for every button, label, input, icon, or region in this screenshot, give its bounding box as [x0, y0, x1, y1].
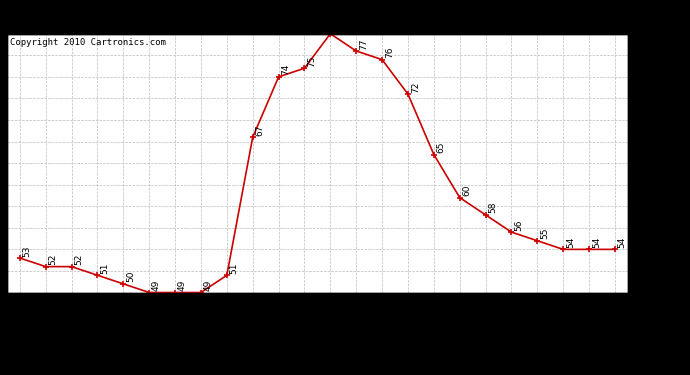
- Text: 50: 50: [126, 271, 135, 282]
- Text: 72: 72: [411, 81, 420, 93]
- Text: 52: 52: [48, 254, 57, 265]
- Text: 65: 65: [437, 142, 446, 153]
- Text: 55: 55: [540, 228, 549, 239]
- Text: 51: 51: [100, 262, 109, 274]
- Text: 77: 77: [359, 38, 368, 50]
- Text: Copyright 2010 Cartronics.com: Copyright 2010 Cartronics.com: [10, 38, 166, 46]
- Text: 49: 49: [204, 280, 213, 291]
- Text: 67: 67: [255, 124, 264, 136]
- Text: 75: 75: [307, 56, 316, 67]
- Text: 53: 53: [23, 245, 32, 256]
- Text: 60: 60: [462, 185, 471, 196]
- Text: 58: 58: [489, 202, 497, 213]
- Text: 79: 79: [333, 21, 342, 32]
- Text: 51: 51: [230, 262, 239, 274]
- Text: 56: 56: [514, 219, 523, 231]
- Text: 54: 54: [566, 237, 575, 248]
- Text: 54: 54: [592, 237, 601, 248]
- Text: 49: 49: [152, 280, 161, 291]
- Text: 52: 52: [75, 254, 83, 265]
- Text: 74: 74: [282, 64, 290, 75]
- Text: 49: 49: [178, 280, 187, 291]
- Text: 76: 76: [385, 47, 394, 58]
- Title: THSW Index per Hour (°F)  (Last 24 Hours) 20101012: THSW Index per Hour (°F) (Last 24 Hours)…: [90, 18, 545, 33]
- Text: 54: 54: [618, 237, 627, 248]
